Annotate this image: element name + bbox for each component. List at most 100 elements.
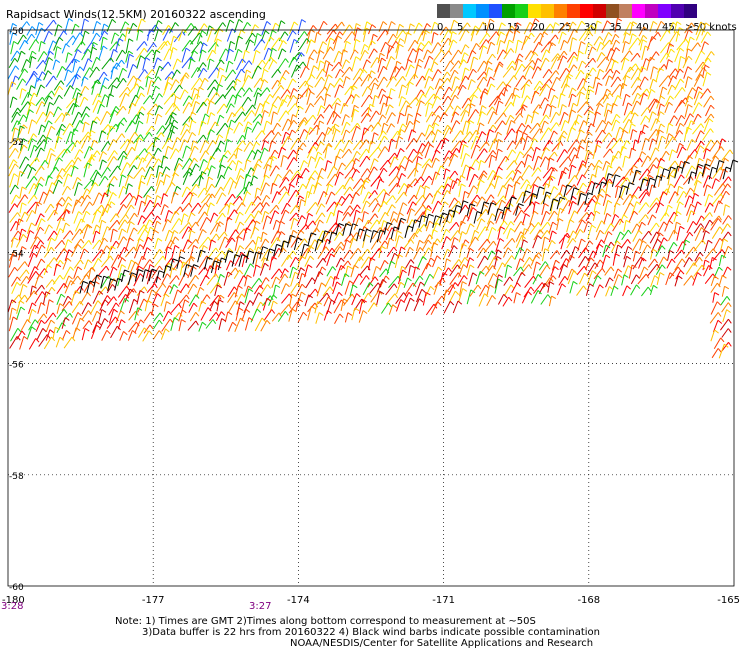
wind-barb	[450, 140, 461, 153]
wind-barb-flag	[61, 123, 66, 129]
wind-barb	[151, 293, 158, 306]
wind-barb	[530, 290, 539, 304]
wind-barb	[485, 129, 490, 144]
wind-barb	[422, 30, 426, 42]
wind-barb	[270, 37, 280, 50]
wind-barb	[225, 127, 230, 142]
wind-barb-flag	[242, 140, 247, 146]
wind-barb-flag	[652, 248, 658, 253]
wind-barb-flag	[67, 202, 73, 207]
wind-barb-flag	[591, 270, 597, 275]
wind-barb	[241, 60, 250, 71]
wind-barb-flag	[211, 183, 216, 189]
wind-barb	[559, 68, 567, 80]
wind-barb	[623, 256, 628, 268]
wind-barb	[20, 138, 24, 152]
wind-barb	[335, 257, 342, 268]
wind-barb-flag	[147, 236, 153, 241]
wind-barb-flag	[96, 150, 101, 155]
wind-barb	[641, 45, 646, 61]
wind-barb-flag	[311, 277, 316, 282]
wind-barb-flag	[474, 229, 480, 234]
wind-barb	[10, 276, 18, 287]
wind-barb	[119, 92, 126, 108]
wind-barb	[684, 187, 691, 198]
wind-barb	[243, 69, 248, 82]
wind-barb-flag	[84, 85, 90, 91]
wind-barb-flag	[706, 71, 712, 76]
wind-barb-flag	[510, 101, 515, 107]
wind-barb	[18, 211, 26, 224]
wind-barb-flag	[408, 183, 413, 188]
wind-barb-flag	[265, 30, 270, 35]
wind-barb	[169, 47, 174, 60]
wind-barb	[514, 247, 521, 260]
wind-barb-flag	[288, 254, 293, 260]
wind-barb	[516, 191, 524, 204]
wind-barb	[106, 125, 112, 140]
wind-barb	[692, 180, 698, 195]
wind-barb	[136, 29, 140, 41]
wind-barb	[252, 113, 261, 123]
wind-barb-flag	[369, 282, 374, 287]
wind-barb-flag	[342, 184, 347, 190]
wind-barb-flag	[53, 257, 58, 262]
wind-barb-flag	[131, 120, 136, 125]
wind-barb-flag	[617, 268, 623, 273]
wind-barb-flag	[359, 68, 364, 73]
wind-barb-flag	[433, 229, 438, 233]
wind-barb-flag	[448, 127, 453, 132]
wind-barb-flag	[634, 139, 640, 143]
wind-barb-flag	[575, 120, 580, 125]
wind-barb	[181, 56, 192, 69]
wind-barb-flag	[465, 75, 470, 80]
wind-barb	[100, 255, 111, 268]
wind-barb-flag	[425, 30, 430, 34]
wind-barb	[243, 174, 247, 189]
wind-barb-flag	[291, 129, 297, 134]
wind-barb-flag	[407, 277, 412, 282]
wind-barb-flag	[33, 70, 38, 76]
wind-barb-flag	[538, 104, 543, 109]
wind-barb-flag	[571, 93, 577, 98]
wind-barb-flag	[392, 195, 396, 200]
wind-barb	[379, 260, 386, 271]
wind-barb	[655, 202, 661, 214]
scale-swatch	[593, 4, 606, 18]
wind-barb	[602, 244, 607, 258]
wind-barb	[431, 157, 437, 169]
wind-barb-flag	[66, 208, 71, 213]
wind-barb-flag	[519, 53, 524, 58]
wind-barb-flag	[133, 195, 138, 201]
wind-barb	[92, 93, 99, 106]
wind-barb	[549, 186, 555, 198]
wind-barb-flag	[244, 255, 250, 260]
wind-barb-flag	[510, 227, 515, 232]
wind-barb	[218, 236, 226, 251]
wind-barb	[458, 288, 464, 302]
wind-barb	[461, 97, 469, 109]
wind-barb-flag	[483, 203, 489, 208]
wind-barb-flag	[94, 281, 100, 285]
wind-barb	[414, 211, 424, 224]
wind-barb-flag	[507, 247, 512, 252]
wind-barb-flag	[629, 66, 634, 72]
wind-barb	[34, 226, 41, 240]
wind-barb-flag	[86, 274, 90, 279]
wind-barb	[226, 48, 230, 62]
wind-barb-flag	[492, 200, 497, 205]
wind-barb-flag	[20, 50, 26, 55]
wind-barb	[223, 177, 231, 190]
wind-barb	[17, 34, 24, 45]
wind-barb	[295, 283, 303, 297]
wind-barb	[479, 105, 483, 117]
wind-barb-flag	[88, 240, 92, 245]
wind-barb	[137, 215, 143, 226]
wind-barb	[502, 101, 512, 114]
wind-barb-flag	[393, 211, 398, 215]
wind-barb-flag	[626, 285, 631, 290]
wind-barb-flag	[276, 237, 281, 242]
wind-barb-flag	[168, 262, 173, 267]
wind-barb-flag	[570, 254, 575, 259]
wind-barb-flag	[396, 230, 402, 234]
